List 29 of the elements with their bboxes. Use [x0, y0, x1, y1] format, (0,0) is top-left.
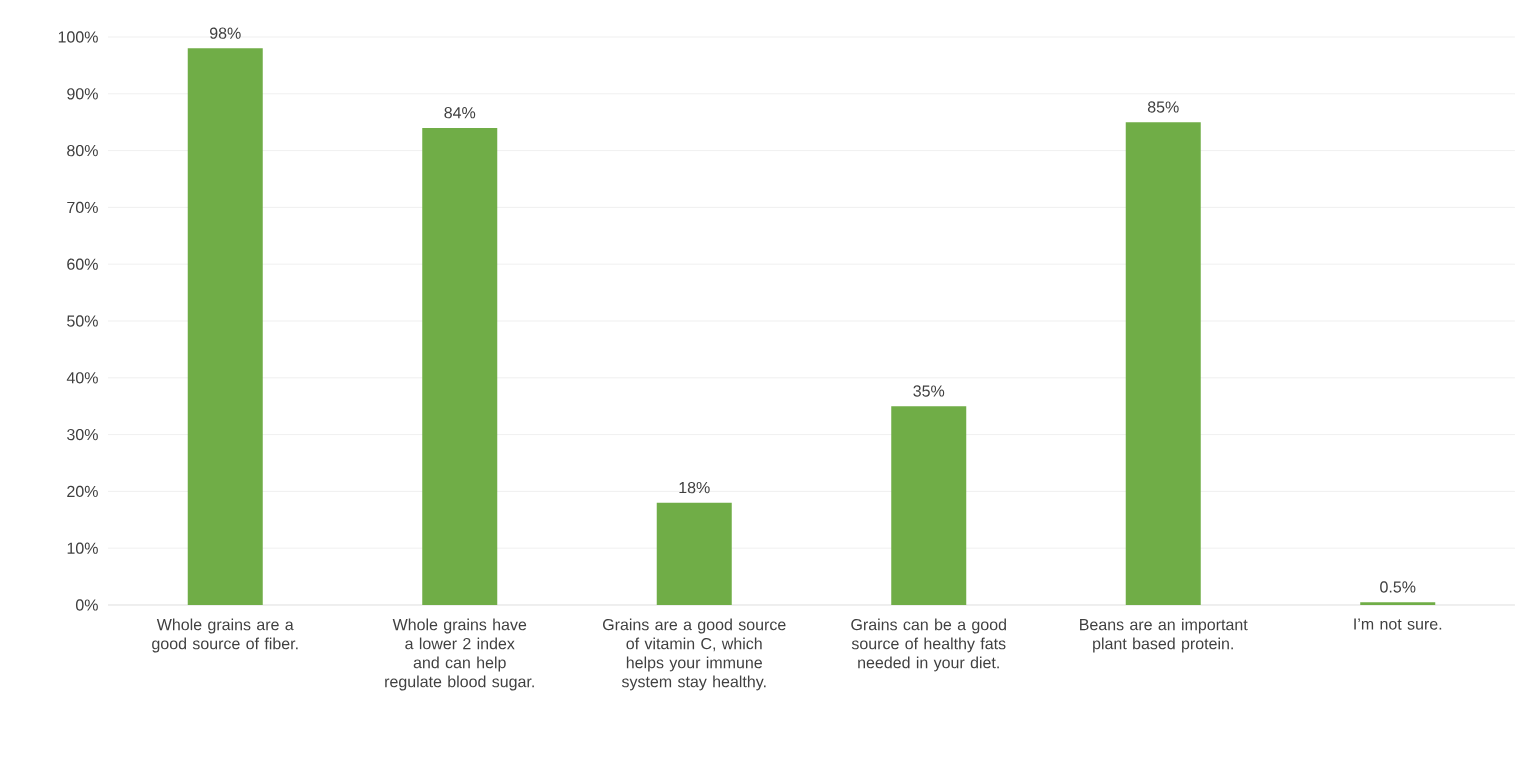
x-tick-label: Beans are an important plant based protein.	[1080, 618, 1248, 653]
x-tick-label: I’m not sure.	[1354, 618, 1442, 630]
x-tick-label: Whole grains are a good source of fiber.	[152, 618, 298, 653]
y-tick-label: 10%	[67, 542, 98, 554]
data-label: 98%	[209, 27, 241, 39]
y-tick-label: 0%	[75, 599, 98, 611]
y-tick-label: 30%	[67, 428, 98, 441]
x-tick-label: Whole grains have a lower 2 index and can help regulate blood sugar.	[385, 618, 534, 691]
y-tick-label: 100%	[58, 31, 98, 43]
bar	[891, 406, 967, 605]
y-tick-label: 40%	[66, 372, 98, 384]
x-tick-label: Grains can be a good source of healthy fats needed in your diet.	[851, 618, 1006, 672]
data-label: 84%	[444, 107, 476, 119]
data-label: 18%	[679, 481, 710, 494]
data-label: 35%	[913, 385, 945, 397]
y-tick-label: 50%	[67, 315, 98, 327]
bar	[422, 127, 498, 605]
x-tick-label: Grains are a good source of vitamin C, which helps your immune system stay healthy.	[603, 618, 786, 691]
bar	[187, 48, 263, 605]
bar	[656, 502, 732, 605]
y-tick-label: 60%	[67, 258, 98, 270]
y-tick-label: 20%	[67, 485, 98, 498]
bar	[1360, 602, 1436, 605]
bar	[1125, 122, 1201, 605]
y-tick-label: 70%	[67, 201, 98, 214]
y-tick-label: 80%	[67, 144, 98, 157]
data-label: 85%	[1147, 101, 1179, 113]
y-tick-label: 90%	[67, 88, 98, 100]
data-label: 0.5%	[1380, 581, 1416, 593]
